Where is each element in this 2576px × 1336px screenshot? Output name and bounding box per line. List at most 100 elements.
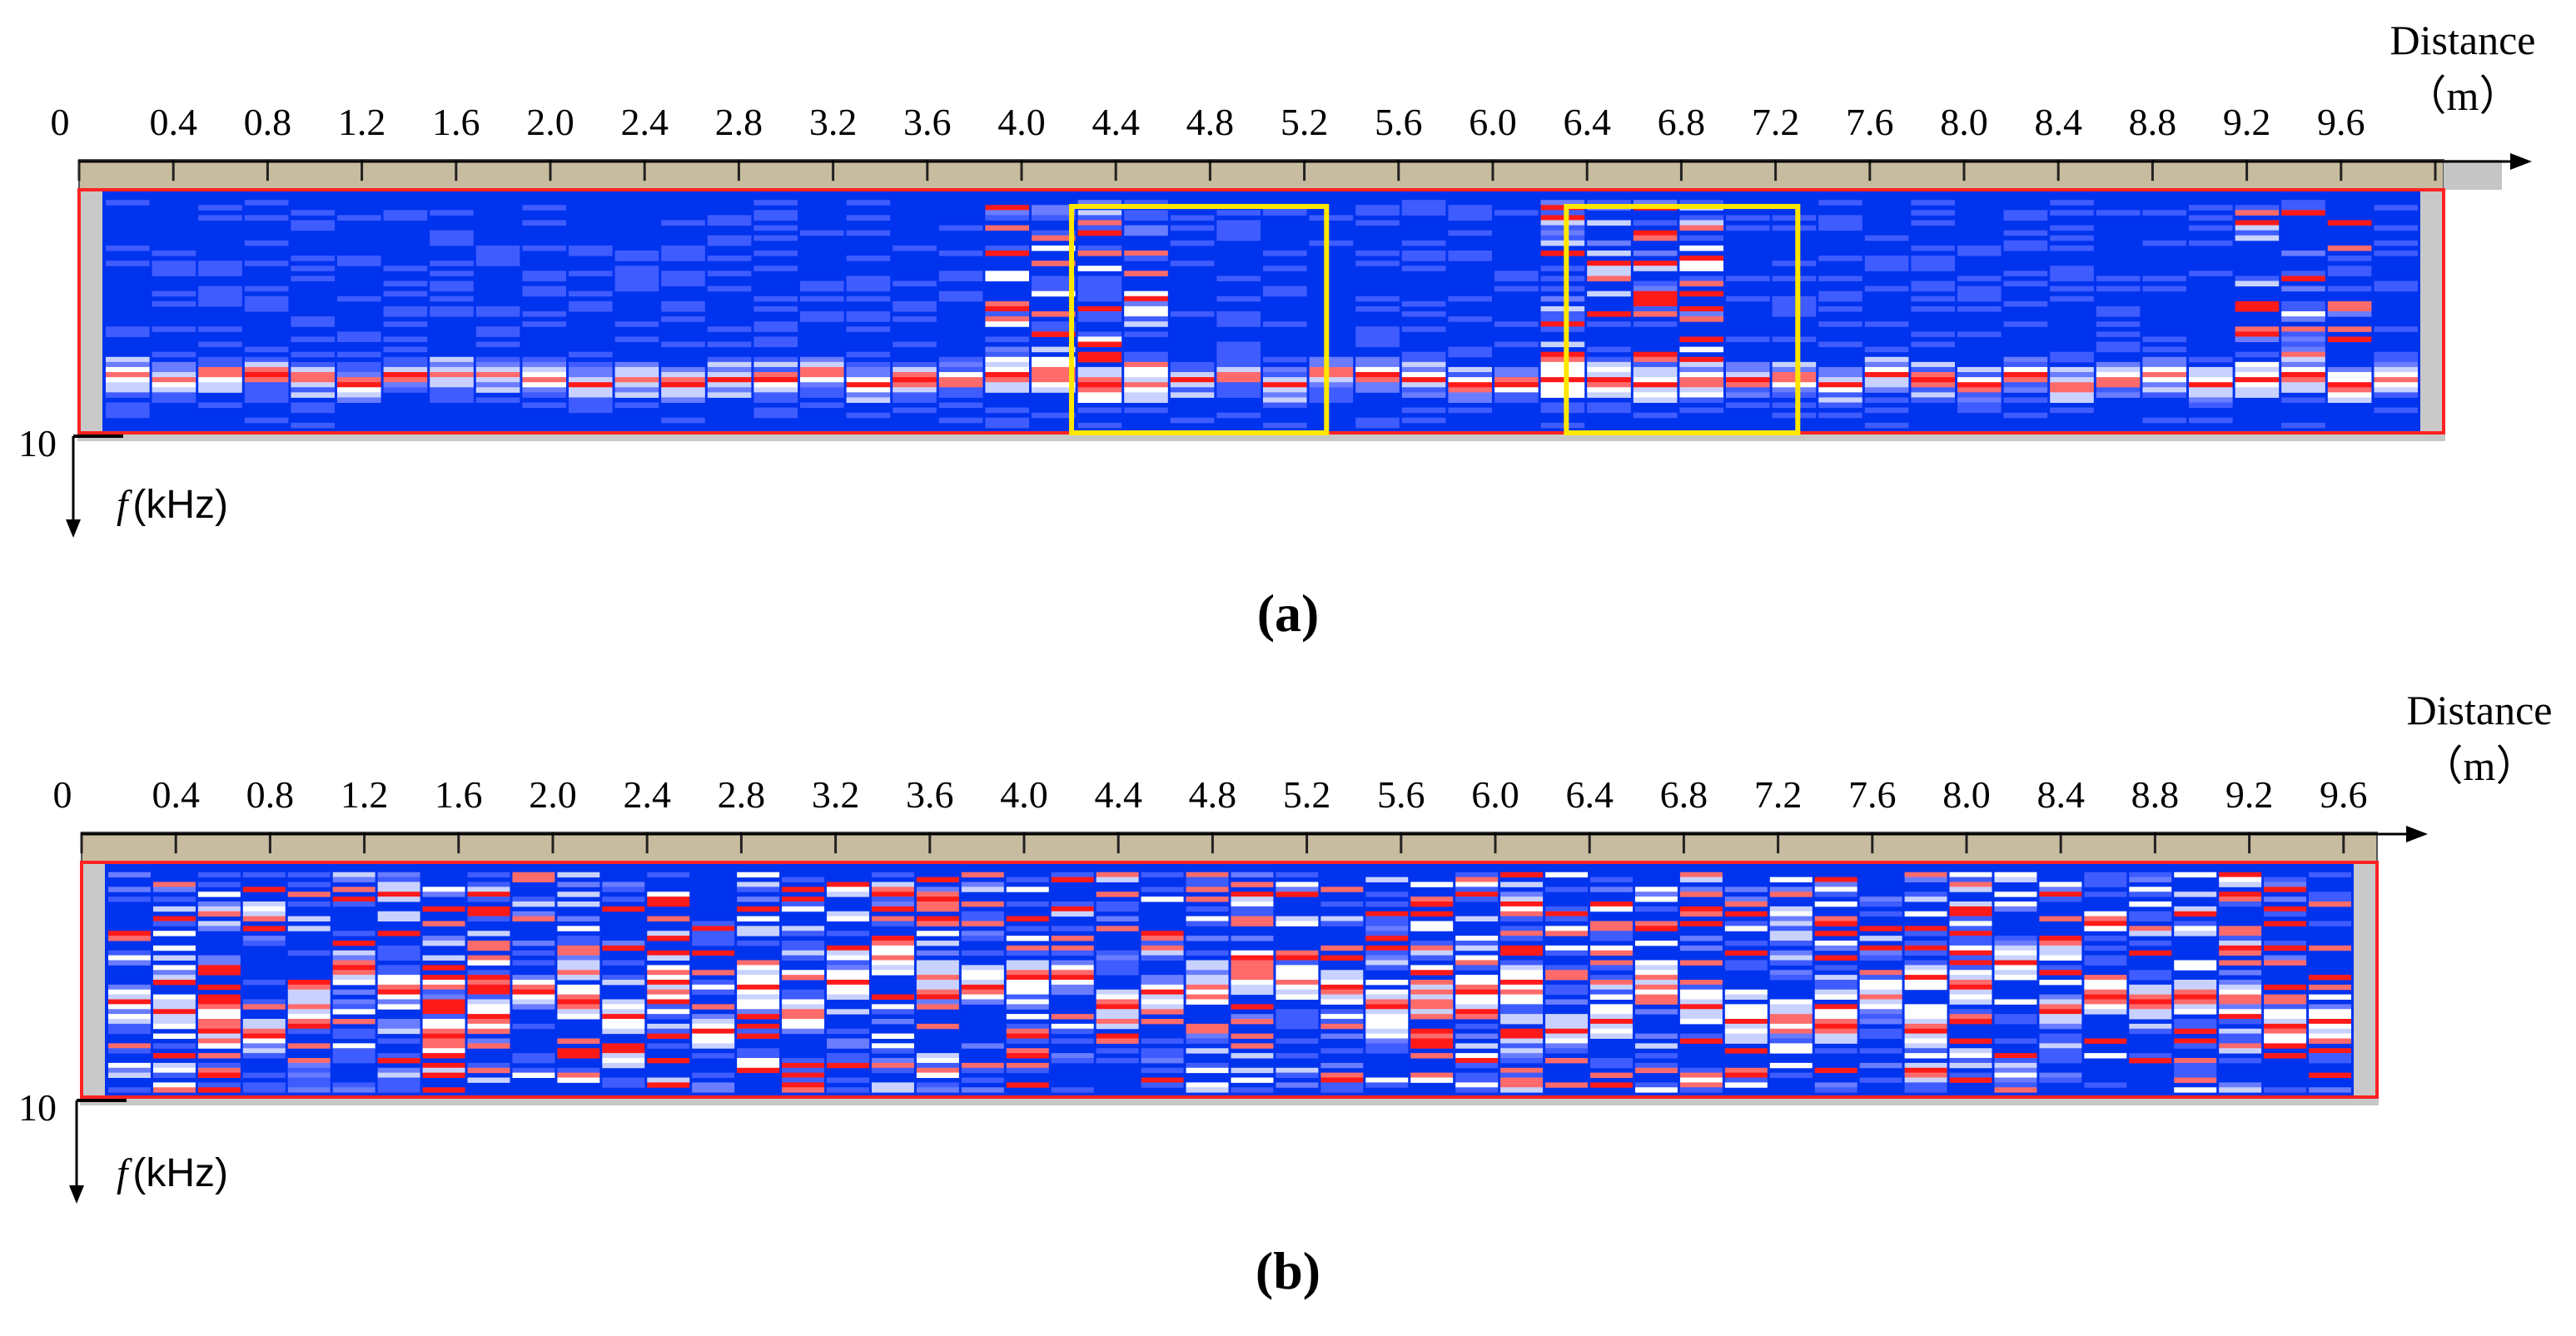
heatmap-cell [106, 361, 150, 368]
heatmap-cell [1634, 980, 1678, 986]
heatmap-cell [871, 955, 914, 961]
heatmap-cell [916, 1087, 959, 1093]
heatmap-cell [557, 1009, 600, 1015]
heatmap-cell [985, 210, 1029, 216]
heatmap-cell [1545, 931, 1589, 936]
heatmap-cell [827, 911, 869, 917]
heatmap-cell [1957, 245, 2002, 251]
heatmap-cell [557, 975, 600, 981]
heatmap-cell [1904, 1009, 1947, 1015]
heatmap-cell [242, 1053, 286, 1059]
heatmap-cell [1949, 911, 1992, 917]
heatmap-cell [2374, 351, 2418, 358]
heatmap-cell [197, 1062, 241, 1069]
heatmap-cell [1141, 945, 1184, 951]
heatmap-cell [1724, 950, 1768, 956]
heatmap-cell [800, 382, 844, 388]
heatmap-cell [2174, 980, 2217, 986]
heatmap-cell [1864, 286, 1909, 292]
heatmap-cell [871, 1087, 914, 1093]
heatmap-cell [827, 1058, 869, 1064]
heatmap-cell [557, 994, 600, 1000]
heatmap-cell [985, 225, 1029, 231]
heatmap-cell [1276, 1009, 1319, 1015]
heatmap-cell [2174, 984, 2217, 991]
heatmap-cell [961, 965, 1004, 971]
heatmap-cell [1276, 1053, 1319, 1059]
heatmap-cell [753, 266, 798, 271]
heatmap-cell [985, 205, 1029, 211]
heatmap-cell [1455, 872, 1499, 878]
heatmap-cell [737, 1009, 780, 1015]
heatmap-cell [1216, 351, 1261, 358]
heatmap-cell [614, 382, 659, 388]
heatmap-cell [198, 296, 242, 302]
heatmap-cell [1994, 965, 2037, 971]
heatmap-cell [871, 1058, 914, 1064]
heatmap-cell [1455, 891, 1499, 897]
heatmap-cell [1590, 931, 1633, 936]
heatmap-cell [1124, 366, 1168, 373]
heatmap-cell [152, 326, 196, 332]
heatmap-cell [152, 397, 196, 403]
heatmap-cell [106, 331, 150, 337]
heatmap-cell [108, 872, 151, 878]
tick-label-x: 1.6 [432, 101, 480, 143]
heatmap-cell [2219, 877, 2262, 882]
heatmap-cell [1455, 877, 1499, 882]
heatmap-cell [2039, 1048, 2082, 1054]
heatmap-cell [2142, 286, 2186, 292]
heatmap-cell [1077, 210, 1122, 216]
heatmap-cell [2096, 346, 2141, 353]
heatmap-cell [1355, 205, 1400, 211]
heatmap-cell [916, 906, 959, 912]
heatmap-cell [1401, 256, 1446, 261]
heatmap-cell [1679, 361, 1723, 368]
heatmap-cell [2374, 377, 2418, 383]
heatmap-cell [1500, 911, 1544, 917]
heatmap-cell [1634, 1062, 1678, 1069]
heatmap-cell [287, 1077, 331, 1083]
heatmap-cell [1401, 366, 1446, 373]
heatmap-cell [961, 975, 1004, 981]
heatmap-cell [1032, 291, 1076, 297]
heatmap-cell [1679, 999, 1723, 1005]
heatmap-cell [1679, 1087, 1723, 1093]
heatmap-cell [1320, 955, 1364, 961]
heatmap-cell [2084, 1082, 2127, 1088]
heatmap-cell [1590, 989, 1633, 996]
heatmap-cell [557, 999, 600, 1005]
heatmap-cell [1500, 1087, 1544, 1093]
heatmap-cell [557, 872, 600, 878]
heatmap-cell [1949, 1077, 1992, 1083]
heatmap-cell [152, 266, 196, 271]
heatmap-cell [2096, 392, 2141, 398]
heatmap-cell [1077, 286, 1122, 292]
heatmap-cell [377, 950, 420, 956]
heatmap-cell [1051, 945, 1094, 951]
heatmap-cell [1276, 1038, 1319, 1044]
heatmap-cell [422, 1062, 465, 1069]
heatmap-cell [1032, 361, 1076, 368]
heatmap-cell [1814, 887, 1857, 892]
heatmap-cell [106, 407, 150, 414]
heatmap-cell [661, 300, 705, 307]
heatmap-cell [1545, 1058, 1589, 1064]
heatmap-cell [467, 975, 510, 981]
heatmap-cell [1051, 936, 1094, 941]
heatmap-cell [2174, 906, 2217, 912]
heatmap-cell [1633, 372, 1678, 378]
heatmap-cell [1864, 346, 1909, 353]
heatmap-cell [337, 331, 381, 337]
heatmap-cell [2219, 896, 2262, 902]
heatmap-cell [938, 402, 983, 409]
heatmap-cell [467, 887, 510, 892]
heatmap-cell [1455, 882, 1499, 887]
heatmap-cell [108, 1062, 151, 1069]
heatmap-cell [2003, 397, 2048, 403]
heatmap-cell [2281, 286, 2325, 292]
heatmap-cell [1726, 387, 1770, 393]
heatmap-cell [1448, 397, 1492, 403]
heatmap-cell [1634, 941, 1678, 946]
heatmap-cell [871, 936, 914, 941]
